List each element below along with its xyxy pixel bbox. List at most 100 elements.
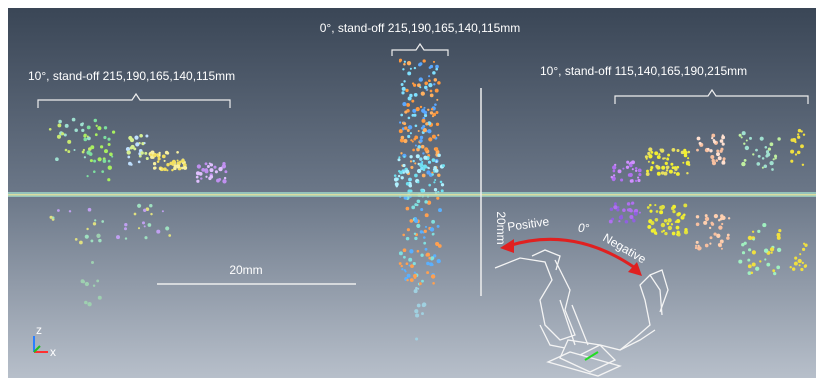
point [622, 168, 624, 170]
point [797, 151, 801, 155]
point [416, 204, 418, 206]
point [91, 261, 94, 264]
point [670, 163, 673, 166]
point [436, 123, 439, 126]
point [72, 118, 76, 122]
point [94, 219, 96, 221]
point [651, 229, 655, 233]
point [156, 230, 160, 234]
point [159, 168, 161, 170]
point [776, 266, 780, 270]
point [434, 188, 437, 191]
point [803, 133, 805, 135]
point [93, 222, 96, 225]
point [183, 166, 187, 170]
point [635, 170, 637, 172]
point [669, 170, 673, 174]
point [69, 210, 71, 212]
point [752, 231, 754, 233]
point [205, 176, 207, 178]
point [144, 225, 146, 227]
point [799, 264, 801, 266]
point [162, 210, 164, 212]
point [778, 229, 781, 232]
point [432, 233, 435, 236]
point [144, 152, 147, 155]
point [753, 238, 755, 240]
point [654, 231, 657, 234]
point [403, 256, 406, 259]
point [617, 206, 619, 208]
point [90, 239, 93, 242]
point [765, 146, 768, 149]
point [741, 136, 743, 138]
point [87, 302, 91, 306]
point [171, 169, 173, 171]
point [433, 83, 435, 85]
point [711, 137, 713, 139]
point [666, 169, 668, 171]
point [410, 132, 412, 134]
point [57, 123, 61, 127]
point [165, 151, 169, 155]
point [777, 236, 781, 240]
point [67, 150, 70, 153]
point [402, 234, 405, 237]
point [441, 189, 444, 192]
point [399, 251, 403, 255]
point [797, 133, 799, 135]
point [158, 152, 160, 154]
point [397, 158, 400, 161]
point [752, 262, 756, 266]
point [799, 253, 801, 255]
point [403, 63, 406, 66]
point [414, 174, 418, 178]
point [425, 122, 428, 125]
point [420, 136, 423, 139]
point [435, 65, 439, 69]
point [647, 206, 650, 209]
z-axis-label: z [36, 323, 42, 337]
point [425, 226, 427, 228]
point [177, 159, 179, 161]
point [424, 111, 428, 115]
point [402, 164, 405, 167]
left-label: 10°, stand-off 215,190,165,140,115mm [28, 69, 235, 83]
point [649, 210, 652, 213]
point [727, 234, 730, 237]
point [426, 170, 430, 174]
point [84, 156, 86, 158]
point [98, 239, 101, 242]
point [435, 89, 439, 93]
point [428, 184, 431, 187]
point [766, 263, 770, 267]
point [684, 228, 687, 231]
point [664, 232, 667, 235]
point [431, 173, 434, 176]
point [646, 172, 650, 176]
point [81, 129, 84, 132]
point [771, 168, 774, 171]
point [638, 173, 641, 176]
point [422, 303, 426, 307]
point [794, 262, 798, 266]
point [401, 91, 404, 94]
point [764, 249, 768, 253]
point [686, 172, 688, 174]
point [216, 179, 220, 183]
point [146, 157, 149, 160]
point [138, 161, 141, 164]
point [436, 197, 439, 200]
point [618, 169, 622, 173]
point [658, 153, 660, 155]
point [728, 217, 730, 219]
point [400, 114, 403, 117]
point [101, 170, 104, 173]
point [84, 134, 87, 137]
point [634, 212, 638, 216]
point [695, 245, 697, 247]
point [409, 155, 412, 158]
point [165, 226, 169, 230]
point [130, 145, 134, 149]
point [404, 269, 406, 271]
